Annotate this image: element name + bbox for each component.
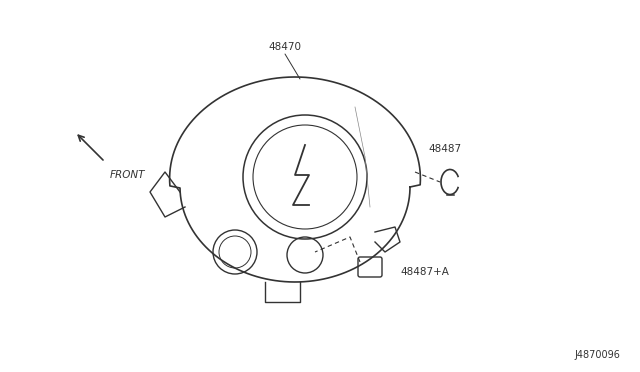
Text: FRONT: FRONT (110, 170, 145, 180)
Text: 48487: 48487 (428, 144, 461, 154)
Text: 48470: 48470 (269, 42, 301, 52)
Text: J4870096: J4870096 (574, 350, 620, 360)
Text: 48487+A: 48487+A (400, 267, 449, 277)
